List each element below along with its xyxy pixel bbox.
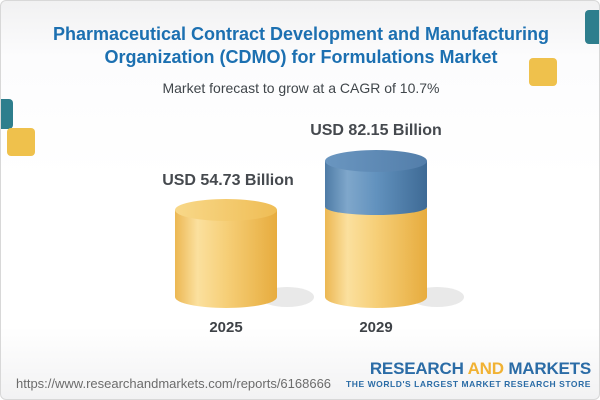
logo-wordmark: RESEARCH AND MARKETS [346, 360, 591, 378]
decor-square-teal-left [1, 99, 13, 129]
page-subtitle: Market forecast to grow at a CAGR of 10.… [162, 80, 440, 96]
decor-square-yellow-left [7, 128, 35, 156]
value-label-2029: USD 82.15 Billion [310, 122, 442, 139]
bar-2029-cylinder [325, 150, 427, 308]
page-title-line-1: Pharmaceutical Contract Development and … [52, 24, 550, 44]
research-and-markets-logo: RESEARCH AND MARKETS THE WORLD'S LARGEST… [346, 360, 591, 390]
axis-label-2029: 2029 [359, 319, 393, 336]
report-url: https://www.researchandmarkets.com/repor… [16, 376, 332, 391]
decor-square-teal-right [585, 10, 599, 44]
logo-word-and: AND [467, 359, 504, 378]
page-title-line-2: Organization (CDMO) for Formulations Mar… [104, 47, 498, 67]
logo-word-research: RESEARCH [369, 359, 464, 378]
header: Pharmaceutical Contract Development and … [1, 23, 599, 96]
bar-2025-cylinder [175, 199, 277, 308]
value-label-2025: USD 54.73 Billion [162, 172, 294, 189]
decor-square-yellow-top-right [529, 58, 557, 86]
logo-word-markets: MARKETS [508, 359, 591, 378]
logo-tagline: THE WORLD'S LARGEST MARKET RESEARCH STOR… [346, 379, 591, 389]
axis-label-2025: 2025 [209, 319, 243, 336]
